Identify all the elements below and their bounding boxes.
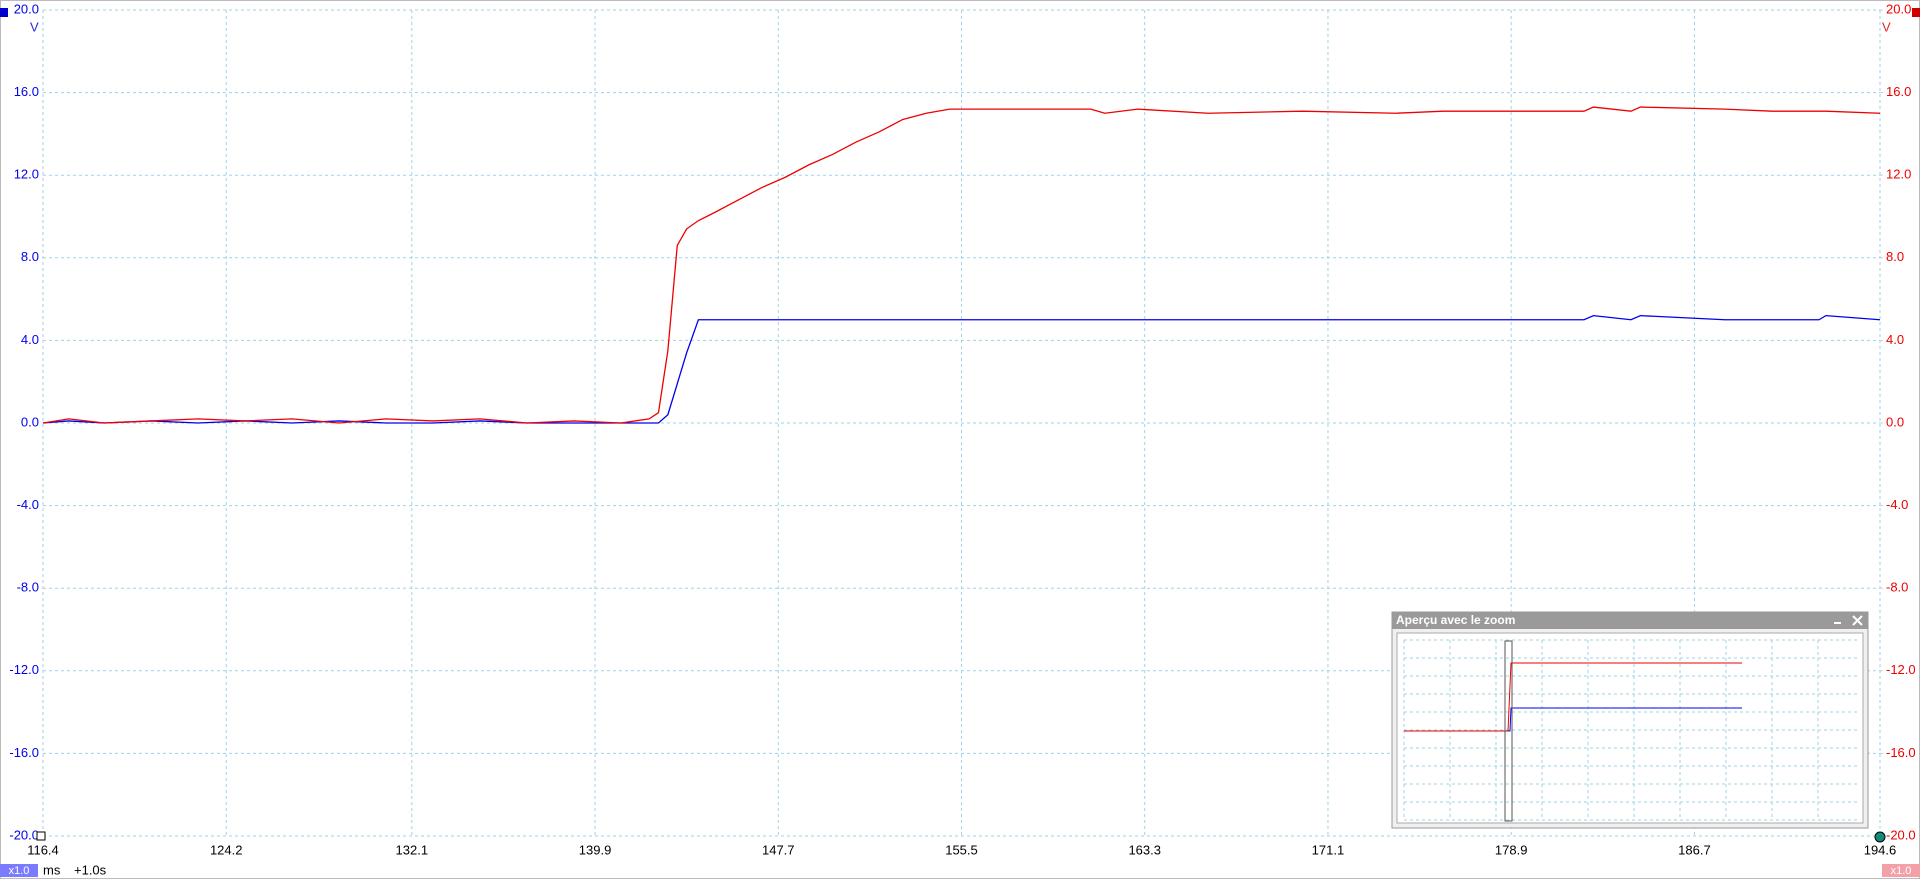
x-tick-label: 132.1 <box>396 842 429 857</box>
y-tick-label: 0.0 <box>21 414 39 429</box>
x-tick-label: 155.5 <box>945 842 978 857</box>
y2-unit: V <box>1882 19 1891 34</box>
x-tick-label: 186.7 <box>1678 842 1711 857</box>
y2-tick-label: 16.0 <box>1886 84 1911 99</box>
zoom-titlebar <box>1392 612 1868 629</box>
x-tick-label: 163.3 <box>1128 842 1161 857</box>
y2-tick-label: -16.0 <box>1886 745 1916 760</box>
close-button[interactable] <box>1852 615 1863 626</box>
axes: 20.0 16.0 12.0 8.0 4.0 0.0 -4.0 -8.0 -12.0 -16.0 -… <box>9 1 1915 857</box>
minimize-button[interactable] <box>1834 622 1841 624</box>
channel-b-marker <box>1912 8 1920 17</box>
y-tick-label: 8.0 <box>21 249 39 264</box>
y2-tick-label: -4.0 <box>1886 497 1908 512</box>
x-tick-label: 194.6 <box>1864 842 1897 857</box>
zoom-plot <box>1396 632 1864 824</box>
channel-a-scale-box[interactable] <box>0 864 38 877</box>
y-tick-label: -16.0 <box>9 745 39 760</box>
zoom-grid <box>1403 639 1857 821</box>
y-tick-label: -20.0 <box>9 827 39 842</box>
y2-tick-label: -20.0 <box>1886 827 1916 842</box>
y2-tick-label: 20.0 <box>1886 1 1911 16</box>
grid <box>42 9 1881 837</box>
zoom-window[interactable] <box>1504 640 1513 822</box>
y2-tick-label: 4.0 <box>1886 332 1904 347</box>
x-tick-label: 171.1 <box>1312 842 1345 857</box>
traces <box>42 106 1881 424</box>
zoom-trace-b <box>1404 662 1742 732</box>
y-tick-label: 4.0 <box>21 332 39 347</box>
y2-tick-label: 8.0 <box>1886 249 1904 264</box>
y2-tick-label: 12.0 <box>1886 167 1911 182</box>
x-tick-label: 139.9 <box>579 842 612 857</box>
zoom-panel: Aperçu avec le zoom <box>1391 611 1869 829</box>
time-offset: +1.0s <box>74 862 107 877</box>
ruler-handle[interactable] <box>36 831 46 841</box>
channel-a-scale: x1.0 <box>9 865 30 877</box>
trace <box>42 314 1881 424</box>
trace <box>42 106 1881 424</box>
channel-b-scale: x1.0 <box>1891 865 1912 877</box>
y2-tick-label: 0.0 <box>1886 414 1904 429</box>
y-tick-label: -12.0 <box>9 662 39 677</box>
y2-tick-label: -12.0 <box>1886 662 1916 677</box>
channel-a-marker <box>0 8 8 17</box>
y2-tick-label: -8.0 <box>1886 580 1908 595</box>
ruler-handle[interactable] <box>1874 831 1886 843</box>
x-tick-label: 124.2 <box>210 842 243 857</box>
y-unit: V <box>30 19 39 34</box>
y-tick-label: 16.0 <box>14 84 39 99</box>
x-unit: ms <box>43 862 61 877</box>
y-tick-label: 12.0 <box>14 167 39 182</box>
y-tick-label: -4.0 <box>17 497 39 512</box>
channel-b-scale-box[interactable] <box>1882 864 1920 877</box>
x-tick-label: 116.4 <box>27 842 59 857</box>
y-tick-label: 20.0 <box>14 1 39 16</box>
y-tick-label: -8.0 <box>17 580 39 595</box>
zoom-title: Aperçu avec le zoom <box>1396 613 1515 627</box>
x-tick-label: 147.7 <box>762 842 795 857</box>
x-tick-label: 178.9 <box>1495 842 1528 857</box>
